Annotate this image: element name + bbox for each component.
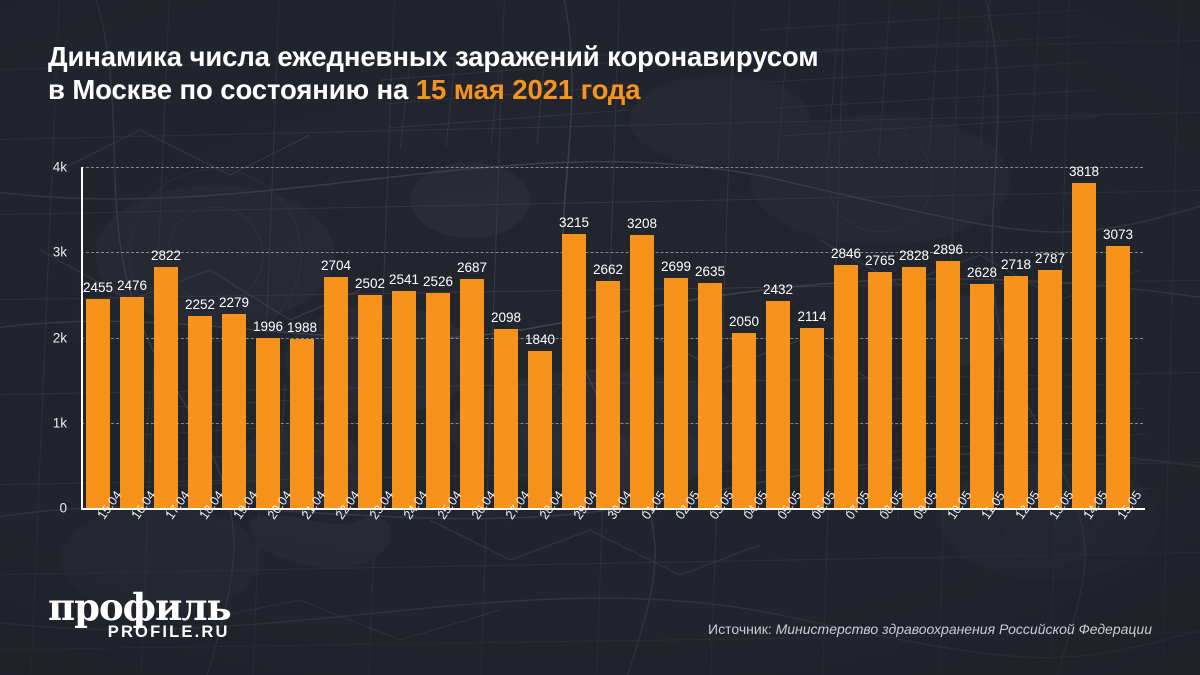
bar[interactable] — [86, 298, 110, 508]
bar[interactable] — [256, 337, 280, 508]
y-axis-label: 1k — [52, 415, 67, 431]
bar[interactable] — [188, 316, 212, 508]
bar-value-label: 2050 — [728, 314, 760, 330]
bar[interactable] — [902, 266, 926, 508]
bar[interactable] — [664, 277, 688, 508]
bar[interactable] — [732, 333, 756, 508]
bar[interactable] — [834, 265, 858, 508]
bar-value-label: 3073 — [1102, 227, 1134, 243]
bar-value-label: 3818 — [1068, 163, 1100, 179]
bar-value-label: 2896 — [932, 242, 964, 258]
bar[interactable] — [596, 281, 620, 508]
bar[interactable] — [1038, 270, 1062, 508]
bar[interactable] — [1004, 276, 1028, 508]
bar[interactable] — [222, 313, 246, 508]
bar[interactable] — [358, 294, 382, 508]
page-title: Динамика числа ежедневных заражений коро… — [48, 40, 1168, 106]
bar[interactable] — [392, 291, 416, 508]
chart-plot-area — [81, 167, 1143, 508]
bar-value-label: 2704 — [320, 258, 352, 274]
bar[interactable] — [494, 329, 518, 508]
logo-wordmark: профиль — [48, 585, 232, 629]
bar-value-label: 2822 — [150, 248, 182, 264]
bar[interactable] — [800, 327, 824, 508]
title-date-highlight: 15 мая 2021 года — [415, 74, 641, 105]
bar[interactable] — [766, 300, 790, 508]
bar[interactable] — [290, 338, 314, 508]
bar-value-label: 1988 — [286, 319, 318, 335]
y-axis-label: 4k — [52, 159, 67, 175]
bar-value-label: 2526 — [422, 273, 454, 289]
bar-value-label: 3215 — [558, 214, 590, 230]
bar[interactable] — [324, 277, 348, 508]
bar-value-label: 2687 — [456, 259, 488, 275]
y-axis-line — [81, 167, 83, 510]
bar-value-label: 2476 — [116, 277, 148, 293]
bar-value-label: 2662 — [592, 262, 624, 278]
brand-logo: профиль PROFILE.RU — [48, 585, 232, 642]
bar[interactable] — [120, 296, 144, 508]
bar-value-label: 2635 — [694, 264, 726, 280]
gridline-3k — [81, 252, 1143, 254]
bar[interactable] — [936, 261, 960, 508]
bar-value-label: 2114 — [797, 308, 827, 324]
source-value: Министерство здравоохранения Российской … — [775, 621, 1152, 637]
bar-value-label: 1840 — [524, 332, 556, 348]
source-label: Источник: — [708, 621, 776, 637]
bar[interactable] — [426, 292, 450, 508]
y-axis-label: 2k — [52, 330, 67, 345]
bar[interactable] — [970, 283, 994, 508]
bar[interactable] — [528, 351, 552, 508]
bar-value-label: 2279 — [218, 294, 250, 310]
bar-value-label: 2098 — [490, 310, 522, 326]
title-line-1: Динамика числа ежедневных заражений коро… — [48, 41, 819, 72]
bar[interactable] — [868, 272, 892, 508]
bar[interactable] — [1106, 246, 1130, 508]
y-axis-label: 3k — [52, 244, 67, 260]
bar-value-label: 3208 — [626, 215, 658, 231]
bar-value-label: 2787 — [1034, 251, 1066, 267]
title-line-2-plain: в Москве по состоянию на — [48, 74, 416, 105]
bar-value-label: 2432 — [762, 281, 794, 297]
gridline-4k — [81, 167, 1143, 168]
y-axis-label: 0 — [59, 500, 67, 516]
source-attribution: Источник: Министерство здравоохранения Р… — [708, 621, 1152, 637]
